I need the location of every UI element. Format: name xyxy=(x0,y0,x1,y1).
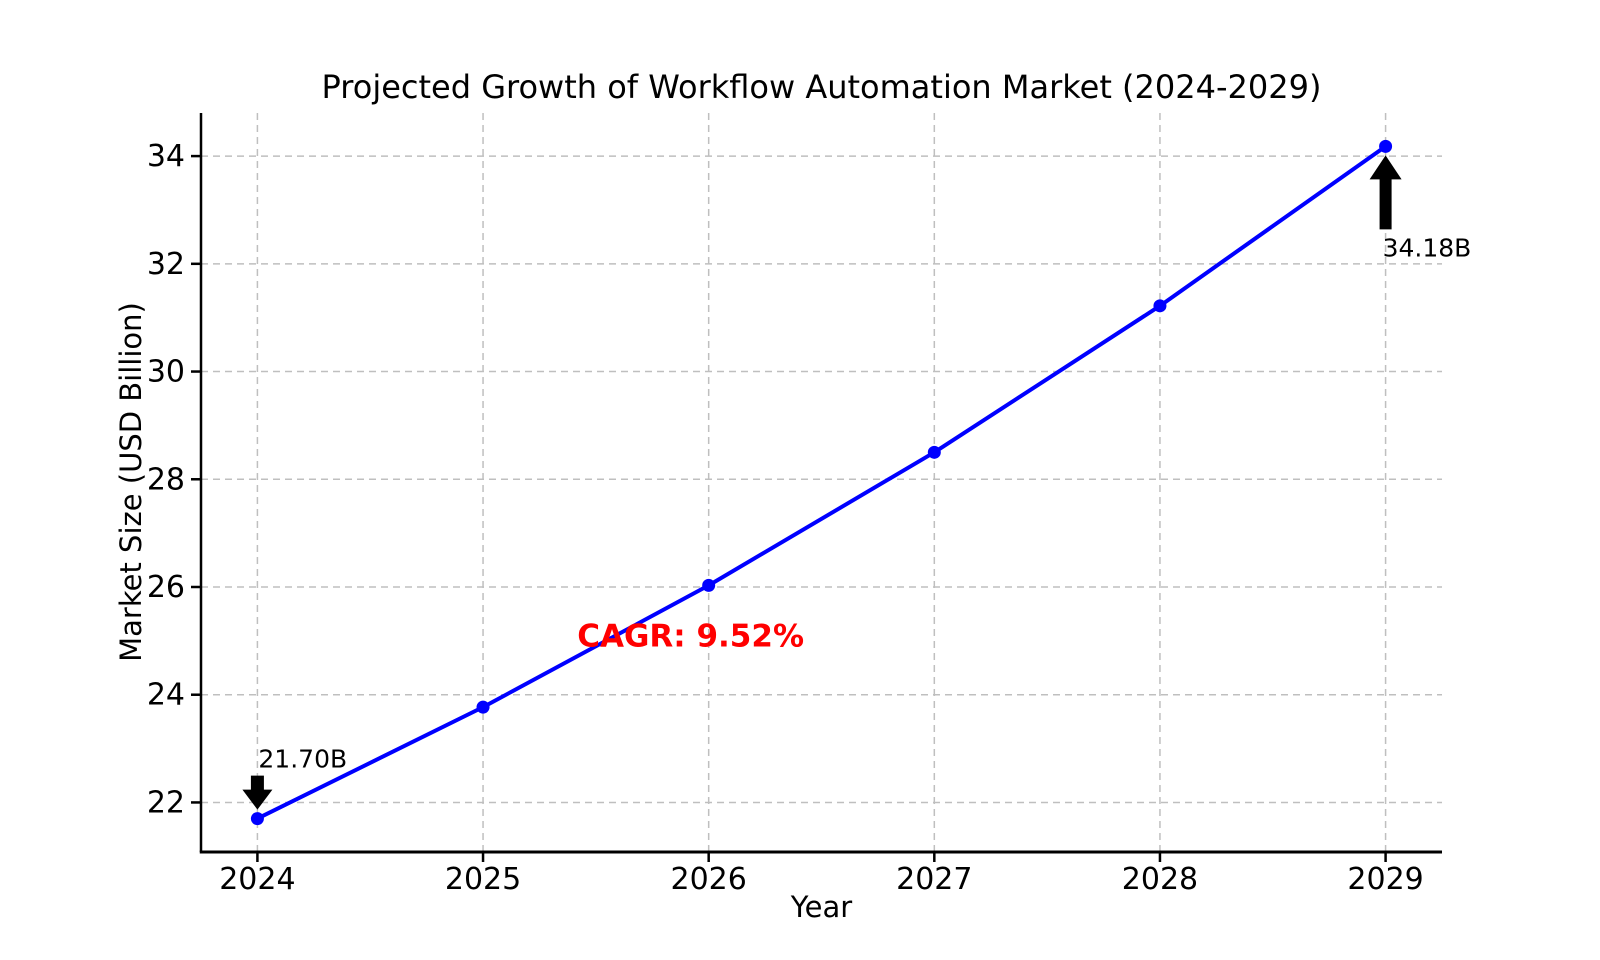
cagr-annotation: CAGR: 9.52% xyxy=(577,618,804,654)
x-tick-label: 2024 xyxy=(219,862,295,897)
annotation-arrow-up xyxy=(1369,155,1402,230)
y-axis-label: Market Size (USD Billion) xyxy=(114,302,148,662)
annotation-label: 34.18B xyxy=(1383,233,1472,262)
data-point-marker xyxy=(927,445,941,459)
x-tick-label: 2028 xyxy=(1122,862,1198,897)
x-tick-label: 2027 xyxy=(896,862,972,897)
y-tick-label: 30 xyxy=(147,355,185,390)
x-tick-label: 2026 xyxy=(671,862,747,897)
annotation-arrow-down xyxy=(242,775,273,810)
data-point-marker xyxy=(250,812,264,826)
data-point-marker xyxy=(702,578,716,592)
y-tick-label: 26 xyxy=(147,570,185,605)
x-tick-label: 2025 xyxy=(445,862,521,897)
y-tick-label: 28 xyxy=(147,462,185,497)
y-tick-label: 32 xyxy=(147,247,185,282)
y-tick-label: 24 xyxy=(147,678,185,713)
x-tick-label: 2029 xyxy=(1347,862,1423,897)
data-line xyxy=(255,144,1388,821)
y-tick-label: 22 xyxy=(147,785,185,820)
y-tick-label: 34 xyxy=(147,139,185,174)
annotation-label: 21.70B xyxy=(258,745,347,774)
x-axis-label: Year xyxy=(790,890,853,924)
data-point-marker xyxy=(476,700,490,714)
chart-title: Projected Growth of Workflow Automation … xyxy=(321,68,1322,106)
data-point-marker xyxy=(1379,139,1393,153)
data-point-marker xyxy=(1153,299,1167,313)
